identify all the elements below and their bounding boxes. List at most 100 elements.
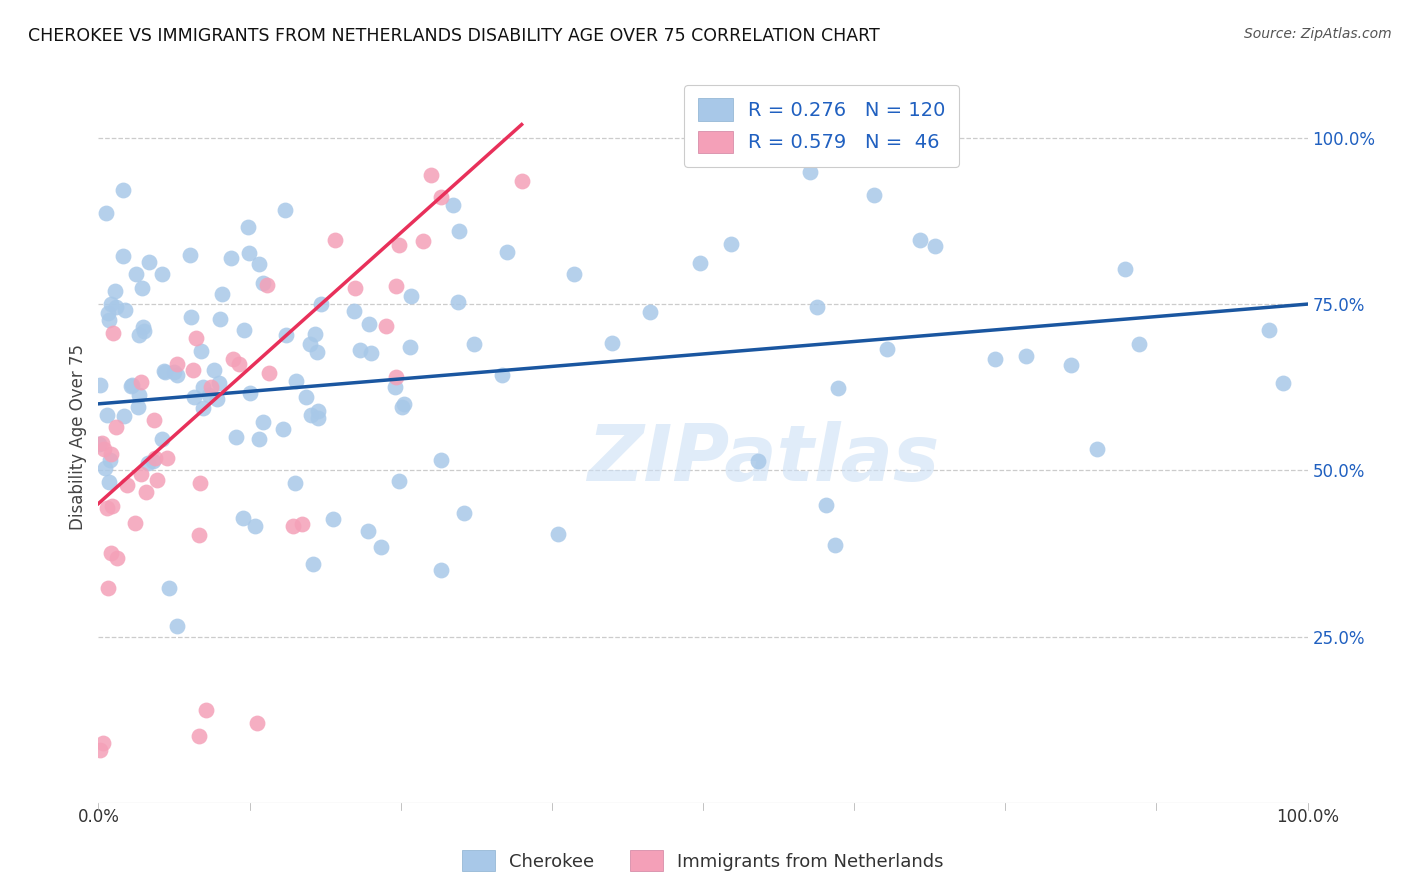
Point: [194, 703, 217, 717]
Point: [284, 475, 307, 490]
Point: [143, 451, 166, 466]
Point: [274, 203, 297, 218]
Point: [150, 268, 173, 282]
Point: [1060, 358, 1083, 372]
Point: [391, 400, 413, 414]
Point: [252, 276, 274, 290]
Point: [1258, 322, 1281, 336]
Point: [153, 366, 176, 380]
Point: [125, 267, 148, 281]
Point: [121, 378, 143, 392]
Point: [246, 716, 269, 731]
Point: [344, 281, 367, 295]
Point: [96, 409, 118, 423]
Point: [179, 248, 201, 262]
Point: [132, 320, 155, 334]
Point: [228, 357, 250, 371]
Point: [384, 370, 406, 384]
Point: [305, 345, 328, 359]
Point: [429, 452, 451, 467]
Point: [814, 498, 837, 512]
Point: [198, 388, 221, 402]
Point: [302, 557, 325, 571]
Point: [349, 343, 371, 358]
Point: [111, 183, 134, 197]
Point: [1114, 262, 1136, 277]
Point: [97, 581, 120, 595]
Point: [430, 563, 453, 577]
Point: [1128, 337, 1150, 351]
Point: [720, 237, 742, 252]
Point: [166, 368, 188, 382]
Point: [187, 729, 209, 743]
Point: [600, 335, 623, 350]
Point: [150, 432, 173, 446]
Point: [322, 512, 344, 526]
Point: [399, 289, 422, 303]
Point: [387, 474, 409, 488]
Point: [392, 397, 415, 411]
Point: [142, 454, 165, 468]
Point: [96, 501, 118, 516]
Point: [384, 279, 406, 293]
Point: [105, 420, 128, 434]
Y-axis label: Disability Age Over 75: Disability Age Over 75: [69, 344, 87, 530]
Point: [388, 237, 411, 252]
Point: [114, 303, 136, 318]
Point: [101, 499, 124, 513]
Point: [510, 174, 533, 188]
Text: CHEROKEE VS IMMIGRANTS FROM NETHERLANDS DISABILITY AGE OVER 75 CORRELATION CHART: CHEROKEE VS IMMIGRANTS FROM NETHERLANDS …: [28, 27, 880, 45]
Point: [257, 366, 280, 380]
Text: ZIPatlas: ZIPatlas: [588, 421, 939, 497]
Point: [90, 436, 112, 450]
Point: [89, 377, 111, 392]
Point: [101, 326, 124, 340]
Point: [1085, 442, 1108, 456]
Point: [100, 297, 122, 311]
Point: [132, 324, 155, 338]
Point: [191, 401, 214, 415]
Point: [799, 165, 821, 179]
Point: [135, 485, 157, 500]
Point: [131, 281, 153, 295]
Point: [924, 239, 946, 253]
Text: Source: ZipAtlas.com: Source: ZipAtlas.com: [1244, 27, 1392, 41]
Point: [136, 456, 159, 470]
Point: [138, 255, 160, 269]
Point: [291, 516, 314, 531]
Point: [208, 376, 231, 391]
Point: [202, 363, 225, 377]
Point: [180, 310, 202, 324]
Point: [104, 284, 127, 298]
Point: [638, 305, 661, 319]
Point: [863, 188, 886, 202]
Point: [806, 300, 828, 314]
Point: [356, 524, 378, 538]
Point: [247, 257, 270, 271]
Point: [547, 527, 569, 541]
Point: [299, 408, 322, 422]
Point: [187, 528, 209, 542]
Point: [114, 409, 136, 424]
Point: [156, 451, 179, 466]
Point: [105, 551, 128, 566]
Point: [304, 326, 326, 341]
Point: [98, 453, 121, 467]
Point: [357, 318, 380, 332]
Point: [166, 357, 188, 371]
Point: [93, 442, 115, 456]
Point: [183, 390, 205, 404]
Point: [193, 380, 215, 394]
Point: [747, 454, 769, 468]
Point: [496, 244, 519, 259]
Point: [128, 388, 150, 402]
Point: [299, 336, 322, 351]
Point: [360, 346, 382, 360]
Point: [276, 328, 298, 343]
Point: [98, 475, 121, 489]
Point: [146, 473, 169, 487]
Point: [166, 618, 188, 632]
Point: [225, 430, 247, 444]
Point: [245, 519, 267, 533]
Point: [984, 351, 1007, 366]
